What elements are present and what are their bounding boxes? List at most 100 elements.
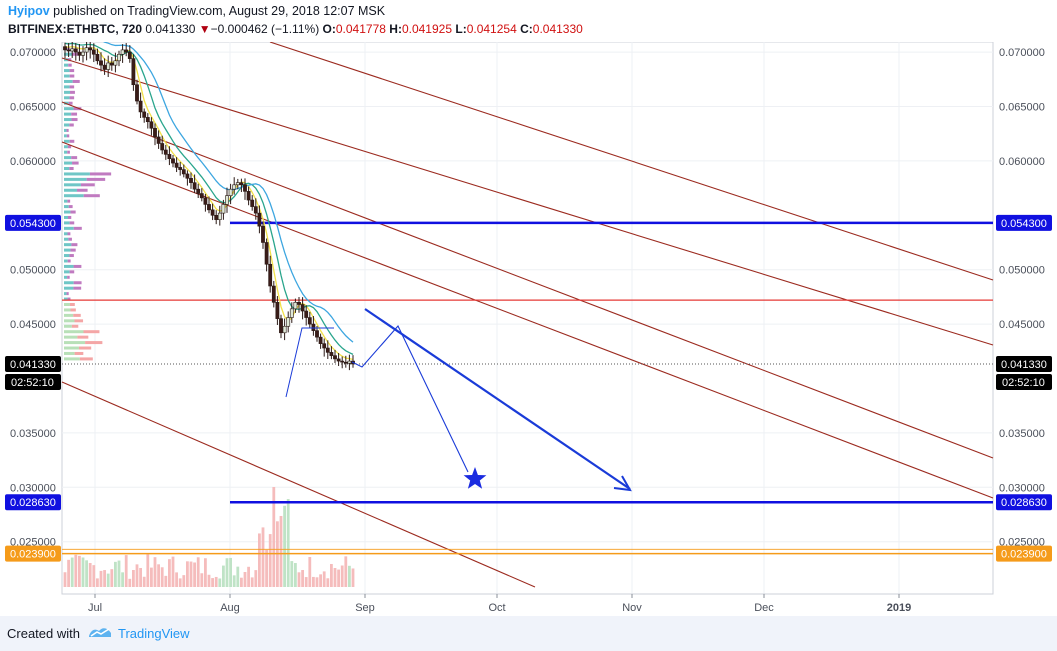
volume-profile-bar — [73, 286, 82, 290]
volume-bar — [319, 574, 322, 587]
volume-bar — [110, 569, 114, 587]
y-tick-label-left: 0.060000 — [10, 156, 56, 168]
candle-body — [189, 177, 193, 183]
candle-body — [145, 117, 150, 123]
candle-body — [131, 58, 136, 86]
candle-body — [153, 127, 157, 138]
candle-body — [138, 100, 143, 113]
volume-bar — [153, 557, 157, 587]
volume-bar — [142, 576, 146, 587]
volume-bar — [315, 577, 319, 587]
volume-profile-bar — [64, 286, 74, 290]
volume-profile-bar — [67, 297, 71, 301]
volume-profile-bar — [71, 324, 79, 328]
y-tick-label-right: 0.045000 — [999, 319, 1045, 331]
candle-body — [156, 136, 161, 144]
candle-body — [66, 49, 71, 52]
volume-bar — [88, 562, 92, 587]
volume-profile-bar — [66, 128, 69, 132]
volume-profile-bar — [64, 351, 75, 355]
volume-bar — [164, 575, 168, 587]
candle-body — [318, 336, 323, 344]
volume-profile-bar — [72, 161, 79, 165]
candle-body — [329, 352, 334, 356]
volume-bar — [218, 578, 222, 587]
horizontal-levels — [62, 221, 993, 555]
volume-profile-bar — [64, 85, 70, 89]
volume-profile-bar — [64, 313, 74, 317]
volume-profile-bar — [64, 69, 70, 73]
candle-body — [88, 47, 93, 51]
candle-body — [142, 111, 147, 118]
volume-bar — [265, 549, 268, 587]
candle-body — [124, 49, 129, 53]
volume-profile-bar — [71, 156, 78, 160]
volume-bar — [178, 578, 182, 587]
volume-profile-bar — [68, 205, 73, 209]
volume-profile-bar — [64, 112, 72, 116]
volume-bar — [268, 534, 272, 587]
price-label-text-right: 0.041330 — [1001, 359, 1047, 371]
tradingview-link[interactable]: TradingView — [118, 626, 190, 641]
candle-body — [203, 197, 208, 205]
volume-profile-bar — [64, 297, 68, 301]
candle-body — [336, 358, 341, 362]
volume-bar — [103, 570, 106, 587]
volume-profile-bar — [69, 96, 75, 100]
candle-body — [120, 49, 125, 55]
volume-profile-bar — [73, 264, 82, 268]
candle-body — [289, 308, 294, 318]
volume-profile-bar — [64, 248, 71, 252]
candle-body — [63, 46, 67, 51]
y-tick-label-left: 0.035000 — [10, 428, 56, 440]
volume-bar — [286, 499, 290, 587]
price-label-box-left — [5, 214, 61, 231]
candle-body — [135, 84, 139, 102]
volume-profile-bar — [67, 275, 70, 279]
volume-bar — [344, 556, 348, 587]
volume-profile-bar — [83, 330, 100, 334]
candle-body — [163, 149, 168, 155]
volume-profile-bar — [64, 319, 75, 323]
candle-body — [109, 62, 114, 66]
chart-area[interactable]: 0.070000 0.070000 0.065000 0.065000 0.060000… — [0, 42, 1057, 616]
candle-body — [181, 169, 186, 175]
volume-bar — [106, 573, 110, 587]
volume-profile-bar — [64, 118, 72, 122]
symbol-label[interactable]: BITFINEX:ETHBTC, 720 — [8, 22, 143, 36]
x-tick-label: Nov — [622, 602, 642, 614]
volume-profile-bar — [64, 210, 71, 214]
candle-body — [268, 263, 273, 287]
projection-arrow-head-icon — [613, 475, 632, 492]
volume-profile-bar — [67, 150, 70, 154]
price-chart[interactable]: 0.070000 0.070000 0.065000 0.065000 0.060000… — [0, 42, 1057, 616]
volume-profile-bar — [64, 177, 87, 181]
author-link[interactable]: Hyipov — [8, 4, 50, 18]
candle-body — [340, 360, 345, 363]
y-tick-label-right: 0.030000 — [999, 482, 1045, 494]
volume-bar — [70, 557, 74, 587]
volume-profile-bar — [73, 313, 81, 317]
volume-bar — [243, 572, 247, 587]
volume-profile-bar — [64, 243, 72, 247]
volume-bar — [351, 568, 355, 587]
candle-body — [192, 182, 197, 190]
candle-body — [333, 355, 337, 360]
volume-bar — [261, 527, 265, 587]
candle-body — [196, 188, 201, 194]
trend-channel-lines — [61, 42, 994, 588]
volume-bar — [290, 561, 294, 587]
candle-body — [271, 285, 276, 303]
candle-body — [293, 302, 298, 310]
y-tick-label-right: 0.060000 — [999, 156, 1045, 168]
volume-profile-bar — [64, 264, 74, 268]
candle-body — [347, 360, 352, 364]
candle-body — [304, 310, 309, 318]
volume-profile-bar — [69, 74, 75, 78]
countdown-box-right — [996, 374, 1052, 391]
volume-bar — [229, 557, 232, 587]
volume-profile-bar — [64, 346, 79, 350]
candle-body — [315, 330, 319, 338]
chart-header: Hyipov published on TradingView.com, Aug… — [0, 0, 1057, 42]
volume-profile-bar — [64, 188, 77, 192]
